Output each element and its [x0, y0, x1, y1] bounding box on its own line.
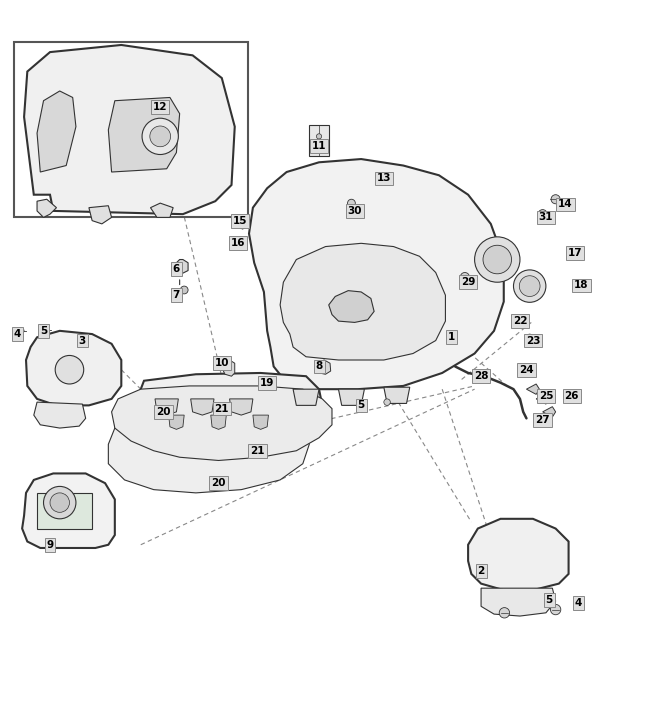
Polygon shape: [22, 474, 115, 548]
Polygon shape: [481, 588, 555, 616]
Text: 13: 13: [376, 174, 391, 184]
Circle shape: [18, 328, 24, 334]
Text: 19: 19: [260, 378, 274, 387]
Circle shape: [475, 237, 520, 282]
Text: 30: 30: [348, 206, 362, 216]
Polygon shape: [37, 91, 76, 172]
Polygon shape: [155, 399, 178, 415]
Text: 22: 22: [513, 316, 527, 326]
Polygon shape: [293, 390, 319, 405]
Circle shape: [42, 326, 49, 333]
Polygon shape: [280, 243, 445, 360]
Text: 17: 17: [568, 248, 583, 258]
Circle shape: [316, 145, 322, 150]
Circle shape: [234, 238, 243, 246]
Circle shape: [551, 604, 561, 615]
Circle shape: [262, 377, 270, 384]
Text: 9: 9: [46, 540, 53, 550]
Text: 28: 28: [474, 372, 488, 381]
Polygon shape: [238, 217, 249, 229]
Circle shape: [519, 276, 540, 297]
Text: 10: 10: [215, 359, 229, 368]
Text: 5: 5: [40, 326, 47, 336]
Polygon shape: [253, 415, 268, 429]
Polygon shape: [543, 407, 555, 417]
Text: 15: 15: [232, 215, 247, 225]
Bar: [14, 42, 248, 217]
Circle shape: [150, 126, 171, 147]
Circle shape: [316, 134, 322, 139]
Polygon shape: [89, 206, 111, 224]
Polygon shape: [230, 399, 253, 415]
Polygon shape: [191, 399, 214, 415]
Text: 6: 6: [173, 264, 180, 274]
Text: 4: 4: [14, 329, 21, 339]
Circle shape: [538, 210, 547, 219]
Text: 25: 25: [538, 391, 553, 400]
Circle shape: [384, 399, 391, 405]
Text: 5: 5: [546, 595, 553, 605]
Text: 20: 20: [212, 478, 226, 488]
Polygon shape: [318, 360, 331, 374]
Circle shape: [348, 199, 355, 207]
Text: 21: 21: [215, 404, 229, 413]
Bar: [309, 125, 329, 156]
Text: 24: 24: [519, 365, 534, 374]
Polygon shape: [169, 415, 184, 429]
Text: 2: 2: [477, 566, 485, 576]
Polygon shape: [222, 360, 235, 377]
Text: 4: 4: [575, 598, 582, 608]
Polygon shape: [211, 415, 227, 429]
Polygon shape: [108, 97, 180, 172]
Circle shape: [551, 194, 560, 204]
Text: 29: 29: [461, 277, 475, 287]
Circle shape: [44, 487, 76, 519]
Polygon shape: [150, 203, 173, 217]
Text: 20: 20: [156, 407, 171, 417]
Polygon shape: [527, 384, 540, 395]
Text: 27: 27: [535, 415, 550, 425]
Text: 1: 1: [449, 333, 456, 342]
Polygon shape: [339, 390, 365, 405]
Polygon shape: [536, 394, 549, 404]
Polygon shape: [37, 199, 57, 217]
Polygon shape: [26, 330, 121, 405]
Circle shape: [180, 286, 188, 294]
Circle shape: [513, 316, 521, 324]
Text: 8: 8: [315, 361, 323, 372]
Polygon shape: [24, 45, 235, 214]
Polygon shape: [468, 519, 568, 590]
Circle shape: [50, 493, 70, 513]
Text: 14: 14: [558, 199, 573, 210]
Text: 21: 21: [250, 446, 265, 456]
Text: 23: 23: [525, 336, 540, 346]
Circle shape: [514, 270, 546, 302]
Polygon shape: [108, 405, 309, 493]
Text: 7: 7: [173, 290, 180, 300]
Circle shape: [142, 118, 178, 155]
Circle shape: [55, 356, 84, 384]
Text: 5: 5: [357, 400, 365, 410]
Bar: [37, 493, 92, 528]
Text: 3: 3: [79, 336, 86, 346]
Text: 18: 18: [574, 281, 589, 290]
Polygon shape: [111, 386, 332, 461]
Circle shape: [460, 272, 469, 282]
Circle shape: [527, 334, 533, 341]
Text: 16: 16: [230, 238, 245, 248]
Polygon shape: [34, 402, 86, 428]
Text: 26: 26: [564, 391, 579, 400]
Polygon shape: [249, 159, 504, 390]
Polygon shape: [384, 387, 409, 403]
Circle shape: [359, 400, 365, 407]
Polygon shape: [175, 259, 188, 274]
Text: 12: 12: [153, 102, 167, 112]
Text: 31: 31: [538, 212, 553, 222]
Polygon shape: [137, 373, 322, 454]
Text: 11: 11: [312, 141, 326, 151]
Polygon shape: [329, 291, 374, 323]
Circle shape: [499, 608, 510, 618]
Circle shape: [483, 246, 512, 274]
